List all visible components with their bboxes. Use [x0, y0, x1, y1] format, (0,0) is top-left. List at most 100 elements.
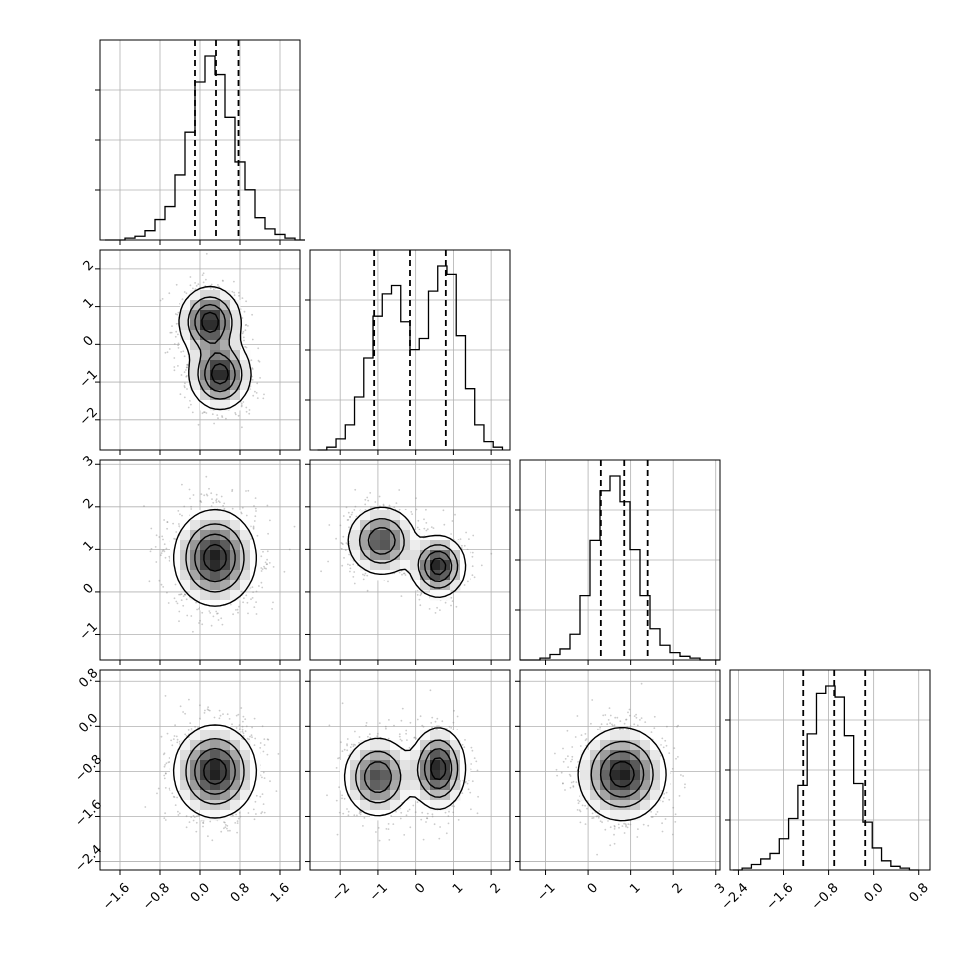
scatter-point [260, 555, 263, 558]
scatter-point [423, 527, 426, 530]
joint-content [320, 488, 493, 614]
density-cell [220, 360, 231, 371]
density-cell [200, 520, 211, 531]
scatter-point [161, 298, 164, 300]
density-cell [430, 550, 441, 561]
scatter-point [247, 612, 249, 615]
scatter-point [177, 510, 180, 512]
scatter-point [194, 282, 197, 284]
density-cell [380, 530, 391, 541]
scatter-point [320, 570, 322, 573]
density-cell [240, 550, 251, 561]
density-cell [210, 560, 221, 571]
scatter-point [175, 330, 178, 333]
scatter-point [251, 338, 254, 341]
density-cell [350, 550, 361, 561]
scatter-point [245, 514, 248, 517]
scatter-point [205, 412, 208, 414]
scatter-point [203, 411, 206, 414]
density-cell [180, 320, 191, 331]
scatter-point [418, 598, 421, 601]
density-cell [220, 520, 231, 531]
density-cell [360, 510, 371, 521]
density-cell [410, 570, 421, 581]
scatter-point [262, 803, 265, 805]
scatter-point [193, 816, 196, 818]
scatter-point [251, 313, 254, 316]
scatter-point [184, 712, 187, 715]
density-cell [210, 520, 221, 531]
scatter-point [428, 608, 431, 610]
scatter-point [240, 511, 243, 514]
scatter-point [201, 274, 204, 276]
scatter-point [419, 604, 422, 607]
scatter-point [254, 390, 256, 393]
scatter-point [185, 375, 188, 378]
scatter-point [164, 556, 167, 559]
scatter-point [212, 615, 215, 618]
scatter-point [362, 578, 365, 581]
scatter-point [255, 392, 258, 394]
scatter-point [177, 344, 180, 347]
scatter-point [335, 537, 337, 540]
scatter-point [185, 598, 188, 601]
scatter-point [183, 371, 186, 373]
scatter-point [174, 313, 177, 315]
density-cell [220, 400, 231, 411]
histogram-step [105, 55, 305, 241]
density-cell [190, 370, 201, 381]
density-cell [210, 550, 221, 561]
y-tick-label: 2 [81, 258, 97, 274]
scatter-point [411, 513, 413, 515]
density-cell [200, 320, 211, 331]
scatter-point [198, 622, 200, 624]
y-tick-label: 0 [81, 333, 97, 349]
scatter-point [203, 494, 206, 497]
scatter-point [190, 508, 193, 510]
scatter-point [354, 505, 357, 508]
scatter-point [241, 332, 244, 335]
scatter-point [186, 375, 188, 377]
density-cell [390, 530, 401, 541]
scatter-point [255, 590, 258, 593]
scatter-point [269, 519, 271, 522]
scatter-point [416, 594, 419, 596]
y-tick-label: 0 [81, 581, 97, 597]
density-cell [180, 310, 191, 321]
scatter-point [234, 412, 237, 414]
scatter-point [143, 505, 145, 507]
density-cell [430, 560, 441, 571]
density-cell [190, 540, 201, 551]
scatter-point [241, 728, 244, 731]
scatter-point [172, 522, 175, 525]
density-cell [220, 590, 231, 601]
density-cell [230, 390, 241, 401]
scatter-point [450, 533, 452, 535]
scatter-point [354, 488, 357, 491]
scatter-point [177, 810, 179, 813]
scatter-point [465, 531, 467, 534]
scatter-point [176, 602, 179, 605]
density-cell [450, 540, 461, 551]
contour-line [194, 303, 236, 393]
density-cell [210, 510, 221, 521]
scatter-point [339, 524, 342, 527]
density-cell [390, 520, 401, 531]
density-cell [190, 520, 201, 531]
density-cell [230, 320, 241, 331]
scatter-point [164, 351, 167, 354]
scatter-point [150, 527, 153, 530]
scatter-point [364, 503, 367, 506]
contour-line [178, 285, 252, 411]
contour-line [185, 523, 245, 593]
scatter-point [340, 542, 343, 544]
density-cell [220, 390, 231, 401]
density-cell [450, 560, 461, 571]
density-cell [390, 540, 401, 551]
scatter-point [244, 324, 247, 327]
scatter-point [267, 532, 269, 535]
density-cell [200, 310, 211, 321]
density-cell [360, 560, 371, 571]
scatter-point [463, 584, 466, 586]
